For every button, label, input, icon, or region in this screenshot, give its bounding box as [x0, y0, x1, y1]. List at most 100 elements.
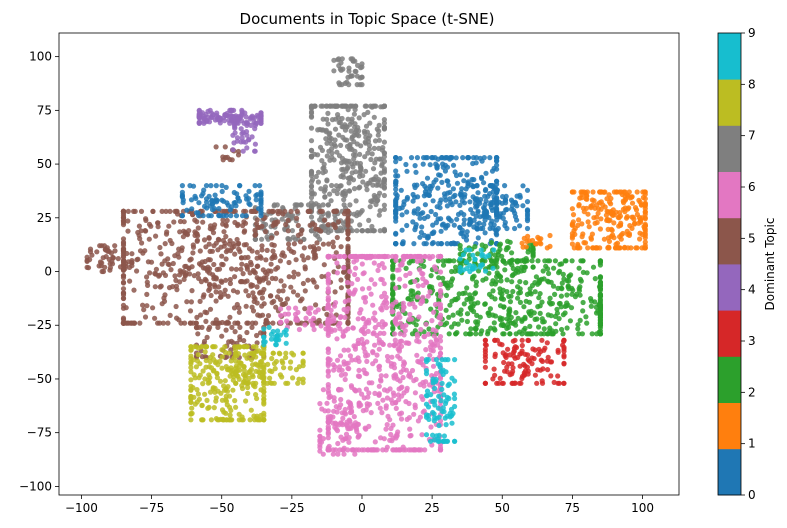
scatter-point [464, 311, 471, 317]
scatter-point [495, 225, 501, 232]
scatter-point [188, 365, 194, 371]
scatter-point [423, 368, 430, 374]
scatter-point [618, 189, 624, 195]
scatter-point [211, 282, 217, 288]
scatter-point [390, 274, 396, 280]
scatter-point [431, 385, 438, 391]
scatter-point [455, 310, 461, 316]
scatter-point [577, 317, 583, 323]
scatter-point [576, 202, 582, 208]
scatter-point [278, 312, 284, 318]
scatter-point [642, 223, 648, 229]
scatter-point [192, 375, 198, 381]
scatter-point [415, 194, 421, 200]
scatter-point [432, 301, 439, 308]
scatter-point [489, 218, 495, 224]
scatter-point [437, 305, 444, 312]
scatter-point [222, 287, 228, 293]
scatter-point [446, 314, 452, 320]
scatter-point [381, 436, 387, 442]
scatter-point [281, 365, 287, 371]
scatter-point [346, 175, 352, 181]
scatter-point [338, 434, 344, 440]
scatter-point [530, 346, 536, 352]
scatter-point [248, 122, 254, 128]
scatter-point [642, 191, 648, 197]
scatter-point [492, 351, 498, 357]
scatter-point [384, 395, 390, 401]
scatter-point [342, 328, 348, 334]
scatter-point [261, 334, 267, 340]
scatter-point [445, 222, 451, 228]
scatter-point [393, 203, 399, 209]
scatter-point [412, 184, 418, 191]
scatter-point [283, 340, 289, 346]
scatter-point [213, 183, 219, 189]
scatter-point [252, 183, 258, 189]
scatter-point [188, 399, 194, 405]
scatter-point [308, 228, 315, 234]
y-tick-label: 75 [37, 103, 52, 117]
scatter-point [226, 417, 233, 423]
scatter-point [331, 208, 337, 214]
scatter-point [583, 205, 590, 211]
scatter-point [398, 187, 404, 193]
scatter-point [301, 257, 307, 263]
scatter-point [219, 279, 225, 285]
scatter-point [400, 253, 406, 260]
scatter-point [389, 354, 395, 360]
scatter-point [258, 120, 264, 126]
scatter-point [188, 299, 194, 305]
scatter-point [460, 267, 466, 273]
scatter-point [194, 231, 200, 237]
scatter-point [390, 308, 396, 315]
scatter-point [473, 326, 479, 332]
scatter-point [481, 180, 487, 186]
scatter-point [269, 300, 275, 306]
scatter-point [397, 338, 403, 345]
scatter-point [308, 138, 315, 144]
scatter-point [595, 210, 601, 216]
scatter-point [443, 307, 449, 313]
scatter-point [236, 376, 242, 382]
scatter-point [537, 310, 543, 316]
scatter-point [259, 247, 265, 253]
scatter-point [188, 356, 194, 362]
scatter-point [336, 132, 342, 138]
chart-title: Documents in Topic Space (t-SNE) [240, 10, 495, 28]
scatter-point [120, 253, 126, 259]
scatter-point [228, 407, 234, 413]
scatter-point [437, 350, 444, 356]
scatter-point [453, 155, 459, 161]
scatter-point [416, 314, 422, 320]
scatter-point [129, 263, 135, 269]
scatter-point [433, 211, 439, 218]
scatter-point [507, 331, 513, 337]
scatter-point [445, 178, 451, 184]
scatter-point [357, 184, 363, 190]
scatter-point [290, 375, 296, 381]
scatter-point [447, 156, 453, 162]
scatter-point [359, 261, 365, 267]
scatter-point [420, 298, 426, 304]
scatter-point [485, 328, 491, 334]
scatter-point [180, 234, 186, 240]
scatter-point [504, 364, 510, 370]
scatter-point [339, 367, 345, 373]
scatter-point [222, 378, 228, 384]
scatter-point [196, 375, 202, 381]
scatter-point [272, 366, 278, 372]
scatter-point [243, 129, 250, 135]
scatter-point [355, 276, 361, 282]
scatter-point [521, 264, 528, 270]
scatter-point [464, 229, 470, 235]
scatter-point [525, 337, 532, 344]
scatter-point [155, 220, 161, 226]
scatter-point [359, 447, 365, 453]
scatter-point [318, 186, 324, 192]
scatter-point [289, 350, 295, 356]
scatter-point [347, 202, 353, 208]
scatter-point [336, 405, 342, 411]
scatter-point [320, 165, 326, 171]
scatter-point [450, 186, 456, 192]
